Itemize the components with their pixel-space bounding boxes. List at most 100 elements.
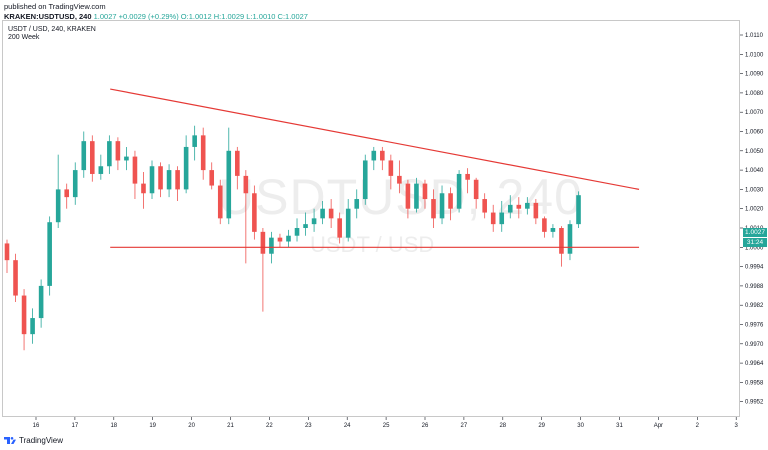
y-tick-label: 1.0050 (745, 149, 764, 155)
candle-body (362, 160, 368, 200)
candle-body (559, 228, 564, 254)
y-tick-label: 1.0100 (745, 52, 764, 58)
candle-body (473, 179, 479, 200)
brand-name: TradingView (19, 436, 64, 445)
candle-body (107, 141, 112, 167)
candle-body (217, 185, 223, 219)
x-tick-label: 22 (266, 423, 273, 429)
x-tick-label: 3 (735, 423, 739, 429)
candle-body (98, 166, 104, 174)
candle-body (192, 135, 197, 147)
candle-body (47, 222, 52, 286)
y-tick-label: 0.9958 (745, 380, 764, 386)
symbol-header: KRAKEN:USDTUSD, 240 1.0027 +0.0029 (+0.2… (4, 12, 308, 21)
candle-body (576, 195, 581, 225)
candle-body (30, 318, 35, 335)
candle-body (132, 156, 138, 184)
y-tick-label: 1.0080 (745, 91, 764, 97)
candle-body (13, 260, 18, 296)
y-tick-label: 0.9988 (745, 284, 764, 290)
candle-body (243, 175, 249, 194)
candle-body (354, 199, 360, 209)
y-tick-label: 1.0070 (745, 110, 764, 116)
candle-body (439, 193, 445, 219)
x-tick-label: 26 (422, 423, 429, 429)
y-tick-label: 0.9994 (745, 265, 764, 271)
x-tick-label: 28 (499, 423, 506, 429)
candle-body (320, 208, 325, 219)
candle-body (183, 146, 189, 190)
candle-body (55, 189, 61, 223)
candle-body (226, 150, 232, 219)
candle-body (550, 228, 556, 232)
candle-body (371, 150, 377, 161)
tradingview-logo-icon (4, 437, 16, 444)
candle-body (465, 173, 470, 180)
candle-body (124, 156, 129, 161)
x-tick-label: 24 (344, 423, 351, 429)
legend-indicator[interactable]: 200 Week (8, 34, 40, 41)
candle-body (158, 166, 163, 190)
candle-body (294, 228, 300, 236)
candle-body (431, 199, 436, 219)
x-tick-label: 19 (149, 423, 156, 429)
candle-body (490, 212, 496, 225)
candle-body (567, 224, 573, 254)
candle-body (499, 212, 505, 225)
candle-body (422, 183, 428, 200)
watermark-pair: USDT / USD (310, 232, 435, 257)
last-price-tag: 1.0027 (743, 228, 767, 237)
candle-body (235, 150, 240, 176)
y-tick-label: 1.0040 (745, 168, 764, 174)
candle-body (405, 183, 411, 209)
candle-body (252, 193, 257, 232)
candle-body (4, 243, 10, 261)
candle-body (115, 141, 121, 161)
y-tick-label: 1.0110 (745, 33, 764, 39)
candle-body (448, 193, 453, 209)
price-change: +0.0029 (+0.29%) (118, 12, 179, 21)
candle-body (277, 237, 283, 242)
candle-body (388, 160, 394, 176)
ohlc-values: O:1.0012 H:1.0029 L:1.0010 C:1.0027 (180, 12, 308, 21)
y-tick-label: 1.0030 (745, 187, 764, 193)
candle-body (149, 166, 155, 194)
published-label: published on TradingView.com (4, 2, 106, 11)
y-tick-label: 0.9976 (745, 323, 764, 329)
candle-body (542, 218, 547, 232)
y-tick-label: 1.0000 (745, 245, 764, 251)
countdown-tag: 31:24 (743, 238, 767, 247)
y-tick-label: 1.0060 (745, 130, 764, 136)
candle-body (525, 202, 530, 209)
last-price: 1.0027 (93, 12, 117, 21)
candle-body (38, 285, 44, 319)
candle-body (286, 235, 291, 242)
candle-body (260, 231, 266, 254)
trendline-resistance (110, 88, 640, 190)
symbol-name: KRAKEN:USDTUSD, 240 (4, 12, 92, 21)
candle-body (337, 218, 342, 238)
x-tick-label: 30 (577, 423, 584, 429)
candle-body (397, 175, 402, 184)
chart-frame (2, 20, 740, 417)
candle-body (303, 224, 308, 228)
x-tick-label: 16 (33, 423, 40, 429)
y-tick-label: 0.9982 (745, 303, 764, 309)
candle-body (482, 199, 487, 213)
candle-body (200, 135, 206, 171)
x-tick-label: 25 (383, 423, 390, 429)
candle-body (175, 170, 180, 190)
candle-body (456, 173, 462, 209)
candle-body (328, 208, 334, 219)
x-tick-label: 29 (538, 423, 545, 429)
candle-body (72, 170, 78, 198)
x-tick-label: 23 (305, 423, 312, 429)
legend-pair: USDT / USD, 240, KRAKEN (8, 26, 96, 33)
tradingview-brand[interactable]: TradingView (4, 436, 63, 445)
candle-body (516, 204, 522, 209)
y-tick-label: 1.0090 (745, 72, 764, 78)
y-tick-label: 0.9964 (745, 361, 764, 367)
candle-body (507, 204, 513, 213)
x-tick-label: 2 (696, 423, 700, 429)
